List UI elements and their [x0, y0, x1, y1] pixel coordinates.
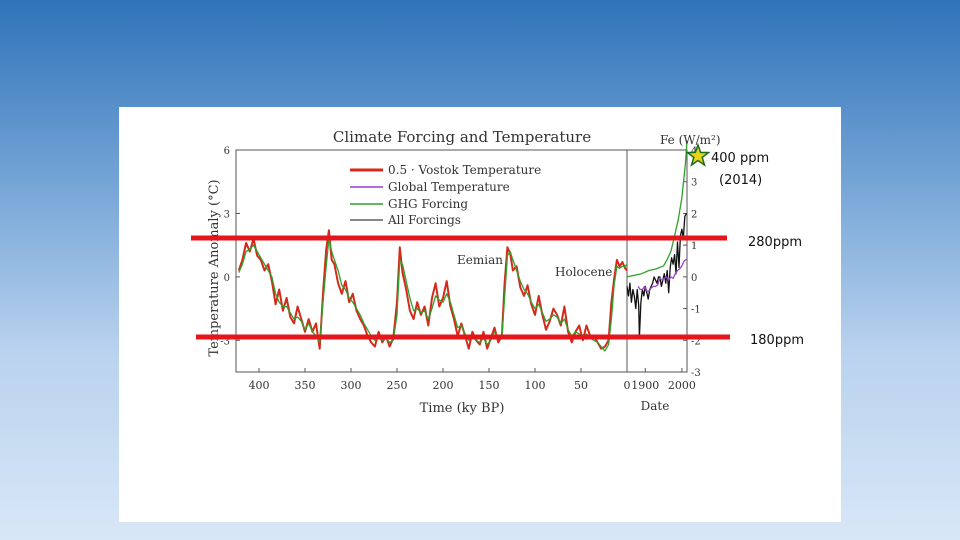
x-tick-label: 400 — [249, 379, 270, 392]
y-tick-label: 3 — [224, 209, 230, 220]
inset-y-tick-label: 1 — [691, 241, 697, 252]
y-tick-label: 0 — [224, 273, 230, 284]
label-180ppm: 180ppm — [750, 333, 804, 348]
inset-y-tick-label: 3 — [691, 178, 697, 189]
legend-label-all-forcings: All Forcings — [387, 213, 461, 227]
x-tick-label: 350 — [295, 379, 316, 392]
inset-y-tick-label: 0 — [691, 273, 697, 284]
label-2014: (2014) — [719, 173, 762, 188]
x-tick-label: 300 — [341, 379, 362, 392]
x-tick-label: 100 — [525, 379, 546, 392]
inset-y-tick-label: -2 — [691, 336, 701, 347]
y-axis-label: Temperature Anomaly (°C) — [207, 179, 222, 356]
y-tick-label: -3 — [220, 336, 230, 347]
inset-y-axis-label: Fe (W/m²) — [660, 133, 721, 147]
y-tick-label: 6 — [224, 146, 230, 157]
inset-x-tick-label: 2000 — [668, 379, 696, 392]
x-tick-label: 150 — [479, 379, 500, 392]
inset-y-tick-label: -1 — [691, 305, 701, 316]
legend-label-global-temperature: Global Temperature — [388, 180, 510, 194]
series-ghg-forcing-inset — [626, 140, 688, 278]
series-global-temperature-inset — [637, 258, 687, 292]
legend: 0.5 · Vostok Temperature Global Temperat… — [350, 163, 541, 227]
inset-plot-frame — [626, 149, 688, 373]
inset-x-axis-label: Date — [641, 399, 670, 413]
label-280ppm: 280ppm — [748, 235, 802, 250]
x-tick-label: 50 — [574, 379, 588, 392]
annotation-holocene: Holocene — [555, 265, 612, 279]
annotation-eemian: Eemian — [457, 253, 503, 267]
inset-x-tick-label: 1900 — [631, 379, 659, 392]
x-tick-label: 200 — [433, 379, 454, 392]
x-tick-label: 0 — [624, 379, 631, 392]
series-all-forcings-inset — [626, 213, 687, 338]
series-lines — [237, 140, 688, 352]
series-ghg-forcing — [238, 238, 628, 352]
inset-y-tick-label: 2 — [691, 209, 697, 220]
star-icon — [685, 142, 711, 167]
label-400ppm: 400 ppm — [711, 151, 769, 166]
chart-title: Climate Forcing and Temperature — [333, 128, 591, 146]
inset-y-tick-label: -3 — [691, 368, 701, 379]
legend-label-vostok: 0.5 · Vostok Temperature — [388, 163, 541, 177]
legend-label-ghg-forcing: GHG Forcing — [388, 197, 468, 211]
x-tick-label: 250 — [387, 379, 408, 392]
inset-y-tick-label: 4 — [691, 146, 697, 157]
x-axis-label: Time (ky BP) — [420, 401, 505, 416]
figure-card — [119, 107, 841, 522]
